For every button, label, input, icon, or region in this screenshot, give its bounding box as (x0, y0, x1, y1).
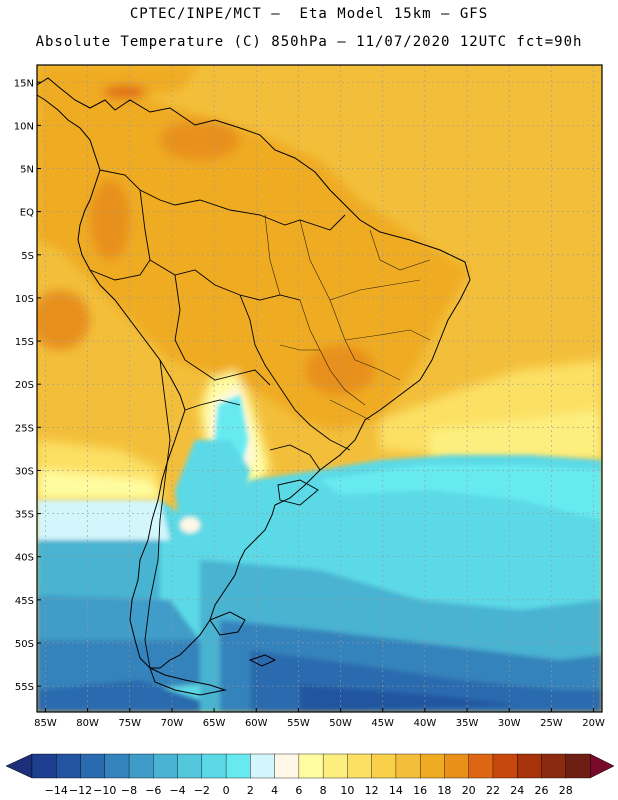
map-frame (36, 64, 603, 713)
lat-label: 10N (14, 121, 34, 132)
lat-label: 15N (14, 78, 34, 89)
colorbar-swatch (250, 753, 276, 779)
colorbar-swatch (274, 753, 300, 779)
colorbar-swatch (444, 753, 470, 779)
colorbar-label: −4 (169, 784, 185, 797)
lat-label: 30S (15, 466, 34, 477)
lat-label: 35S (15, 510, 34, 521)
colorbar-label: −12 (69, 784, 92, 797)
colorbar-swatch (225, 753, 251, 779)
colorbar-label: 22 (486, 784, 500, 797)
colorbar-label: −14 (45, 784, 68, 797)
colorbar-label: 10 (340, 784, 354, 797)
lon-label: 20W (582, 718, 605, 729)
colorbar-swatch (468, 753, 494, 779)
lat-label: 25S (15, 423, 34, 434)
lat-label: 55S (15, 682, 34, 693)
colorbar-label: 6 (295, 784, 302, 797)
lon-label: 45W (371, 718, 394, 729)
lon-label: 30W (498, 718, 521, 729)
lon-label: 65W (203, 718, 226, 729)
colorbar-label: −8 (121, 784, 137, 797)
colorbar-label: −2 (194, 784, 210, 797)
colorbar-label: 2 (247, 784, 254, 797)
colorbar-swatch (492, 753, 518, 779)
colorbar-label: 8 (320, 784, 327, 797)
temperature-field (37, 65, 602, 712)
lon-label: 85W (34, 718, 57, 729)
lon-label: 70W (161, 718, 184, 729)
lat-label: 40S (15, 553, 34, 564)
lon-label: 25W (540, 718, 563, 729)
lat-label: 5S (21, 251, 34, 262)
country-borders (89, 169, 351, 669)
lat-label: 15S (15, 337, 34, 348)
colorbar-swatch (347, 753, 373, 779)
colorbar-label: 14 (389, 784, 403, 797)
colorbar-swatch (201, 753, 227, 779)
lat-label: 5N (20, 165, 34, 176)
title-model-line: CPTEC/INPE/MCT – Eta Model 15km – GFS (129, 6, 489, 22)
colorbar-swatch (153, 753, 179, 779)
colorbar-label: 26 (534, 784, 548, 797)
lat-label: 50S (15, 639, 34, 650)
colorbar-swatch (128, 753, 154, 779)
colorbar-swatch (80, 753, 106, 779)
colorbar-swatch (517, 753, 542, 779)
colorbar-swatch (322, 753, 348, 779)
longitude-labels: 85W 80W 75W 70W 65W 60W 55W 50W 45W 40W 35W 30W 25W 2… (34, 708, 605, 729)
colorbar-swatch (395, 753, 421, 779)
colorbar-label: 24 (510, 784, 524, 797)
lon-label: 80W (76, 718, 99, 729)
colorbar-swatch (419, 753, 445, 779)
colorbar-label: 28 (559, 784, 573, 797)
colorbar-label: 12 (365, 784, 379, 797)
title-field-line: Absolute Temperature (C) 850hPa – 11/07/… (35, 34, 583, 50)
graticule (37, 65, 602, 712)
lat-label: 20S (15, 380, 34, 391)
colorbar-label: 16 (413, 784, 427, 797)
colorbar-swatch (371, 753, 397, 779)
lon-label: 55W (287, 718, 310, 729)
lon-label: 60W (245, 718, 268, 729)
colorbar-swatch (56, 753, 82, 779)
colorbar-swatch (177, 753, 203, 779)
colorbar-label: 0 (223, 784, 230, 797)
state-borders (264, 214, 431, 421)
lon-label: 75W (118, 718, 141, 729)
colorbar-swatch (298, 753, 324, 779)
lat-label: EQ (20, 208, 34, 219)
lon-label: 40W (414, 718, 437, 729)
colorbar-label: −10 (93, 784, 116, 797)
colorbar-swatch (541, 753, 567, 779)
colorbar-label: 18 (437, 784, 451, 797)
colorbar-swatch (565, 753, 591, 779)
lat-label: 45S (15, 596, 34, 607)
coastline (36, 77, 471, 696)
latitude-labels: 15N 10N 5N EQ 5S 10S 15S 20S 25S 30S 35S 40S 45S 50S 5… (14, 78, 41, 693)
colorbar-high-arrow (589, 753, 615, 779)
colorbar-swatch (104, 753, 130, 779)
colorbar-label: 4 (271, 784, 278, 797)
lat-label: 10S (15, 294, 34, 305)
colorbar-label: 20 (462, 784, 476, 797)
colorbar-low-arrow (5, 753, 33, 779)
lon-label: 35W (456, 718, 479, 729)
lon-label: 50W (329, 718, 352, 729)
colorbar-label: −6 (145, 784, 161, 797)
colorbar: −14 −12 −10 −8 −6 −4 −2 0 2 4 6 8 10 12 14 16 18 20 22 24 26… (5, 753, 615, 797)
colorbar-swatch (31, 753, 57, 779)
